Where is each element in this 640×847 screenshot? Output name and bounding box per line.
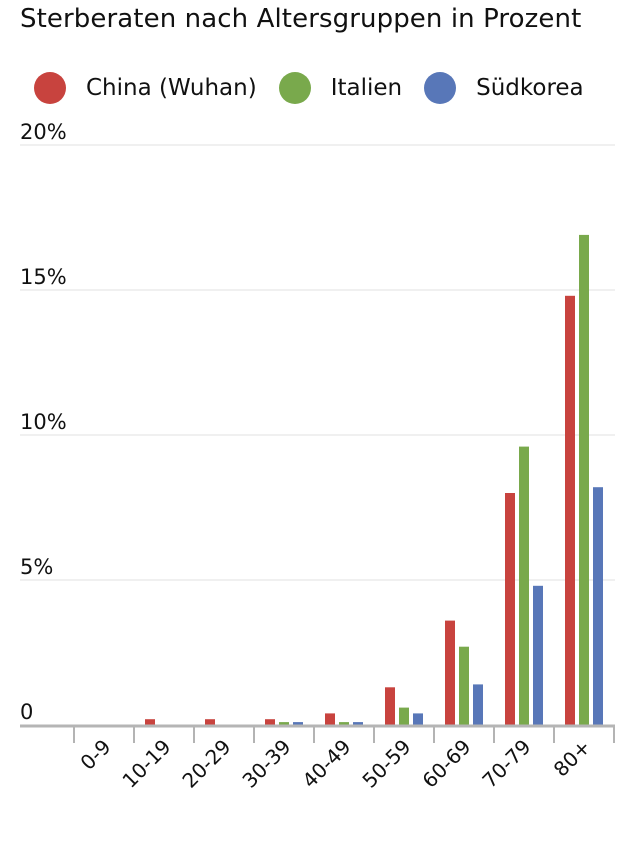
bar <box>325 713 335 725</box>
x-tick-label: 20-29 <box>177 735 235 793</box>
chart-title: Sterberaten nach Altersgruppen in Prozen… <box>20 4 582 34</box>
bar <box>459 646 469 725</box>
y-tick-label: 20% <box>20 120 67 144</box>
legend-label-italien: Italien <box>330 75 403 101</box>
x-tick-label: 40-49 <box>297 735 355 793</box>
x-tick-label: 30-39 <box>237 735 295 793</box>
legend-item-italien: Italien <box>278 72 403 104</box>
legend-label-suedkorea: Südkorea <box>476 75 584 101</box>
bar <box>445 620 455 725</box>
legend-item-china: China (Wuhan) <box>34 72 257 104</box>
bar <box>413 713 423 725</box>
x-tick-label: 0-9 <box>75 735 115 775</box>
bar <box>145 719 155 725</box>
legend-swatch-italien <box>278 72 311 104</box>
bar <box>533 585 543 725</box>
bar <box>205 719 215 725</box>
bar <box>385 687 395 725</box>
bar <box>399 707 409 725</box>
bar <box>579 234 589 725</box>
legend-item-suedkorea: Südkorea <box>424 72 584 104</box>
legend-label-china: China (Wuhan) <box>86 75 257 101</box>
y-tick-label: 10% <box>20 410 67 434</box>
bar <box>505 493 515 725</box>
bar <box>565 295 575 725</box>
bar <box>339 722 349 725</box>
bar <box>265 719 275 725</box>
x-tick-label: 50-59 <box>357 735 415 793</box>
y-tick-label: 15% <box>20 265 67 289</box>
x-tick-label: 80+ <box>549 735 596 782</box>
x-tick-label: 70-79 <box>477 735 535 793</box>
x-tick-label: 10-19 <box>117 735 175 793</box>
legend-swatch-china <box>34 72 66 104</box>
bar <box>353 722 363 725</box>
legend: China (Wuhan) Italien Südkorea <box>34 72 606 104</box>
y-tick-label: 5% <box>20 555 53 579</box>
x-tick-label: 60-69 <box>417 735 475 793</box>
legend-swatch-suedkorea <box>424 72 457 104</box>
bar <box>279 722 289 725</box>
y-tick-label: 0 <box>20 700 33 724</box>
bar <box>519 446 529 725</box>
bar <box>593 487 603 725</box>
bar <box>473 684 483 725</box>
bar <box>293 722 303 725</box>
